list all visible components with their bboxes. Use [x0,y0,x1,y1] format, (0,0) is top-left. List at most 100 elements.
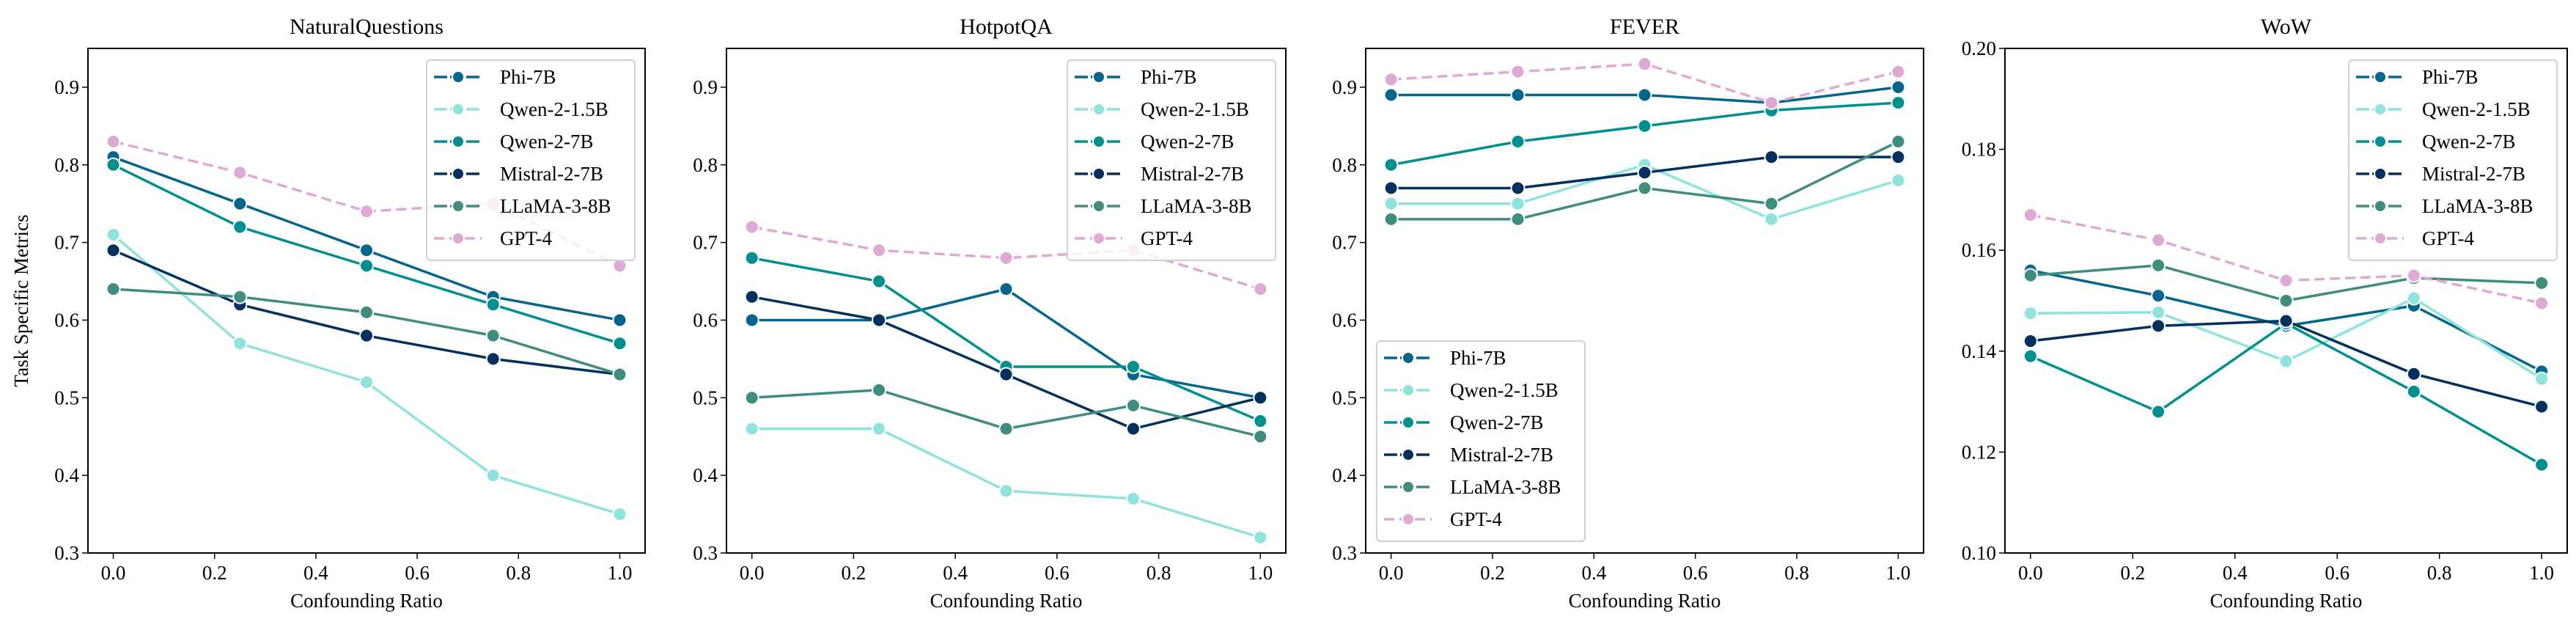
series-qwen-2-1-5b [1383,157,1906,227]
x-tick-label: 1.0 [2529,562,2554,584]
chart-title: NaturalQuestions [290,15,444,39]
x-tick-label: 0.2 [202,562,227,584]
legend-marker [2374,103,2387,116]
data-point [2534,371,2550,387]
y-tick-label: 0.5 [693,387,718,409]
y-tick-label: 0.9 [1332,76,1357,98]
x-tick-label: 0.8 [506,562,531,584]
legend-label: Qwen-2-7B [1450,411,1543,433]
data-point [1383,211,1399,227]
legend-label: GPT-4 [1141,227,1193,249]
data-point [106,157,121,172]
y-tick-label: 0.8 [693,154,718,176]
legend-item: Qwen-2-7B [434,131,593,153]
data-point [1764,95,1779,111]
data-point [1253,390,1268,406]
legend-marker [2374,167,2387,180]
legend-label: LLaMA-3-8B [500,195,611,217]
legend-marker [1402,384,1415,397]
legend-label: Phi-7B [2422,66,2479,88]
data-point [998,483,1014,499]
legend-marker [452,167,465,180]
x-tick-label: 1.0 [608,562,633,584]
legend-label: Phi-7B [1141,66,1197,88]
data-point [998,421,1014,436]
plot-frame [726,48,1287,554]
legend-marker [2374,70,2387,84]
x-tick-label: 0.2 [1480,562,1505,584]
data-point [744,219,759,235]
x-axis-label: Confounding Ratio [1569,590,1721,612]
data-point [1383,196,1399,211]
legend-item: LLaMA-3-8B [2356,195,2533,217]
series-llama-3-8b [744,382,1268,444]
data-point [1510,134,1526,150]
x-axis-label: Confounding Ratio [2210,590,2363,612]
legend-marker [2374,199,2387,213]
data-point [2278,354,2294,369]
data-point [744,250,759,265]
series-llama-3-8b [1383,134,1906,227]
legend-label: Mistral-2-7B [500,163,603,185]
legend-label: Phi-7B [500,66,556,88]
x-tick-label: 0.2 [842,562,866,584]
data-point [485,468,501,483]
x-tick-label: 0.0 [2018,562,2043,584]
x-tick-label: 0.4 [1581,562,1606,584]
data-point [1253,282,1268,297]
x-tick-label: 0.8 [1784,562,1809,584]
data-point [2151,404,2166,420]
legend: Phi-7B Qwen-2-1.5B Qwen-2-7B Mistral-2-7B LL… [1067,59,1276,261]
data-point [2534,399,2550,414]
legend-marker [1092,199,1105,213]
data-point [1637,118,1652,133]
y-tick-label: 0.3 [693,542,718,564]
y-tick-label: 0.5 [1332,387,1357,409]
legend-label: Phi-7B [1450,347,1506,369]
chart-title: HotpotQA [960,15,1053,39]
legend-item: Phi-7B [1075,66,1197,88]
legend-marker [1402,351,1415,365]
data-point [1383,157,1399,172]
x-tick-label: 0.6 [2325,562,2349,584]
data-point [1253,530,1268,545]
legend: Phi-7B Qwen-2-1.5B Qwen-2-7B Mistral-2-7B LL… [1376,340,1586,542]
data-point [612,312,628,328]
data-point [2023,334,2038,349]
legend-item: Qwen-2-7B [1384,411,1543,433]
series-line [1391,101,1899,166]
x-tick-label: 0.4 [2223,562,2248,584]
data-point [106,227,121,243]
x-tick-label: 0.4 [303,562,328,584]
legend-label: Mistral-2-7B [2422,163,2525,185]
legend-label: Qwen-2-7B [2422,131,2515,153]
series-line [751,225,1261,290]
legend-label: Qwen-2-1.5B [2422,98,2531,120]
legend-label: Qwen-2-1.5B [500,98,608,120]
legend-marker [452,103,465,116]
legend-label: Qwen-2-7B [1141,131,1234,153]
y-tick-label: 0.8 [54,154,79,176]
data-point [1383,87,1399,103]
y-tick-label: 0.5 [54,387,79,409]
data-point [1125,491,1141,506]
legend-item: Phi-7B [434,66,556,88]
data-point [2023,348,2038,364]
y-tick-label: 0.4 [693,464,718,486]
legend-label: Mistral-2-7B [1450,444,1553,466]
data-point [1891,172,1906,188]
data-point [2278,273,2294,288]
series-qwen-2-1-5b [744,421,1268,545]
legend-item: Mistral-2-7B [1075,163,1244,185]
plot-frame [87,48,646,554]
x-axis-label: Confounding Ratio [930,590,1083,612]
data-point [359,328,374,343]
data-point [2023,268,2038,283]
data-point [1125,359,1141,374]
y-tick-label: 0.10 [1962,542,1996,564]
legend-marker [1092,103,1105,116]
legend-marker [1092,232,1105,245]
chart-panel-2: FEVER 0.0 0.2 0.4 0.6 0.8 1.0 0.3 0.4 0.5 0.6 0.7 0.… [1332,15,1924,612]
legend-marker [1092,167,1105,180]
